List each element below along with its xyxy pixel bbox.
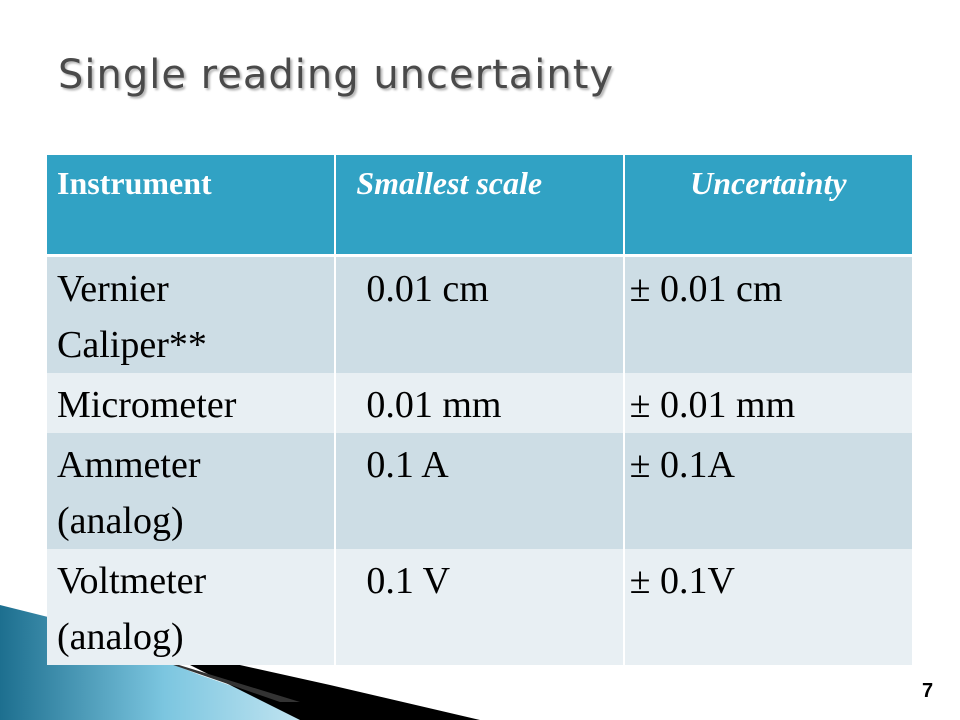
table-row: Micrometer 0.01 mm ± 0.01 mm — [47, 373, 912, 433]
table-row: Vernier Caliper** 0.01 cm ± 0.01 cm — [47, 255, 912, 373]
table-cell: Vernier Caliper** — [47, 255, 336, 373]
header-row: Instrument Smallest scale Uncertainty — [47, 155, 912, 257]
cell-text: ± 0.1A — [629, 444, 735, 486]
slide-title: Single reading uncertainty — [58, 52, 615, 98]
table-cell: ± 0.01 mm — [622, 373, 912, 433]
cell-text: Micrometer — [57, 384, 237, 426]
cell-text: Vernier Caliper** — [57, 267, 207, 366]
header-text: Uncertainty — [690, 165, 847, 201]
table-cell: Ammeter (analog) — [47, 433, 336, 549]
cell-text: ± 0.01 mm — [629, 384, 796, 426]
table-cell: 0.01 cm — [334, 255, 624, 373]
cell-text: ± 0.1V — [629, 560, 735, 602]
cell-text: Voltmeter (analog) — [57, 560, 207, 658]
cell-text: 0.01 cm — [366, 267, 489, 310]
cell-text: 0.01 mm — [366, 384, 502, 426]
table-cell: ± 0.01 cm — [622, 255, 912, 373]
cell-text: 0.1 A — [366, 444, 449, 486]
table-cell: ± 0.1A — [622, 433, 912, 549]
header-cell: Instrument — [47, 155, 336, 257]
table-row: Voltmeter (analog) 0.1 V ± 0.1V — [47, 549, 912, 665]
table-body: Vernier Caliper** 0.01 cm ± 0.01 cm Microme… — [47, 255, 912, 665]
table-row: Ammeter (analog) 0.1 A ± 0.1A — [47, 433, 912, 549]
cell-text: ± 0.01 cm — [629, 267, 783, 310]
table-cell: Micrometer — [47, 373, 336, 433]
header-cell: Uncertainty — [622, 155, 912, 257]
table-cell: 0.01 mm — [334, 373, 624, 433]
page-number: 7 — [922, 680, 934, 702]
table-cell: ± 0.1V — [622, 549, 912, 665]
header-cell: Smallest scale — [334, 155, 624, 257]
table-cell: Voltmeter (analog) — [47, 549, 336, 665]
cell-text: Ammeter (analog) — [57, 444, 201, 542]
table-cell: 0.1 V — [334, 549, 624, 665]
header-text: Smallest scale — [356, 165, 543, 201]
table-cell: 0.1 A — [334, 433, 624, 549]
header-text: Instrument — [57, 165, 212, 201]
cell-text: 0.1 V — [366, 560, 451, 602]
table: Instrument Smallest scale Uncertainty Vern… — [47, 155, 912, 665]
